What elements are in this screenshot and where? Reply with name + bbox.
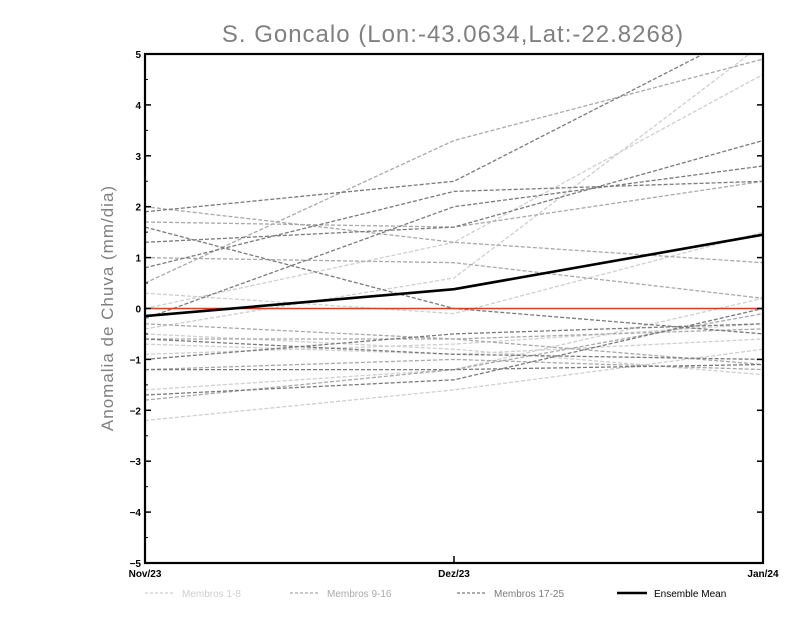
member-line-25 bbox=[145, 363, 763, 371]
member-line-19 bbox=[145, 180, 763, 269]
member-line-23 bbox=[145, 226, 763, 335]
member-line-14 bbox=[145, 358, 763, 371]
member-line-9 bbox=[145, 206, 763, 264]
y-tick-label: −4 bbox=[130, 508, 142, 519]
member-line-21 bbox=[145, 307, 763, 396]
y-tick-label: 2 bbox=[135, 203, 141, 214]
y-tick-label: 4 bbox=[135, 101, 141, 112]
legend-label-3: Membros 17-25 bbox=[494, 589, 564, 600]
member-line-3 bbox=[145, 348, 763, 422]
member-line-18 bbox=[145, 139, 763, 243]
series-group bbox=[145, 54, 763, 422]
member-line-5 bbox=[145, 54, 751, 330]
member-line-13 bbox=[145, 256, 763, 299]
x-tick-label: Dez/23 bbox=[438, 569, 470, 580]
y-tick-label: 0 bbox=[135, 305, 141, 316]
y-tick-label: 1 bbox=[135, 254, 141, 265]
member-line-15 bbox=[145, 180, 763, 228]
y-tick-label: −3 bbox=[130, 457, 142, 468]
y-tick-label: 5 bbox=[135, 50, 141, 61]
chart-title: S. Goncalo (Lon:-43.0634,Lat:-22.8268) bbox=[222, 21, 684, 48]
x-tick-label: Jan/24 bbox=[747, 569, 779, 580]
member-line-20 bbox=[145, 323, 763, 361]
y-tick-label: 3 bbox=[135, 152, 141, 163]
y-tick-label: −5 bbox=[130, 559, 142, 570]
member-line-2 bbox=[145, 73, 763, 310]
y-tick-label: −1 bbox=[130, 355, 142, 366]
member-line-16 bbox=[145, 323, 763, 340]
y-tick-label: −2 bbox=[130, 406, 142, 417]
member-line-24 bbox=[145, 338, 763, 361]
legend-label-1: Membros 1-8 bbox=[182, 589, 241, 600]
y-axis-label: Anomalia de Chuva (mm/dia) bbox=[98, 185, 117, 431]
legend-label-2: Membros 9-16 bbox=[327, 589, 392, 600]
member-line-22 bbox=[145, 165, 763, 320]
x-tick-label: Nov/23 bbox=[129, 569, 162, 580]
ensemble-mean-line bbox=[145, 233, 763, 318]
member-line-7 bbox=[145, 231, 763, 315]
legend: Membros 1-8 Membros 9-16 Membros 17-25 Ense… bbox=[145, 589, 726, 600]
member-line-17 bbox=[145, 54, 705, 213]
member-line-10 bbox=[145, 58, 763, 284]
legend-label-4: Ensemble Mean bbox=[654, 589, 726, 600]
